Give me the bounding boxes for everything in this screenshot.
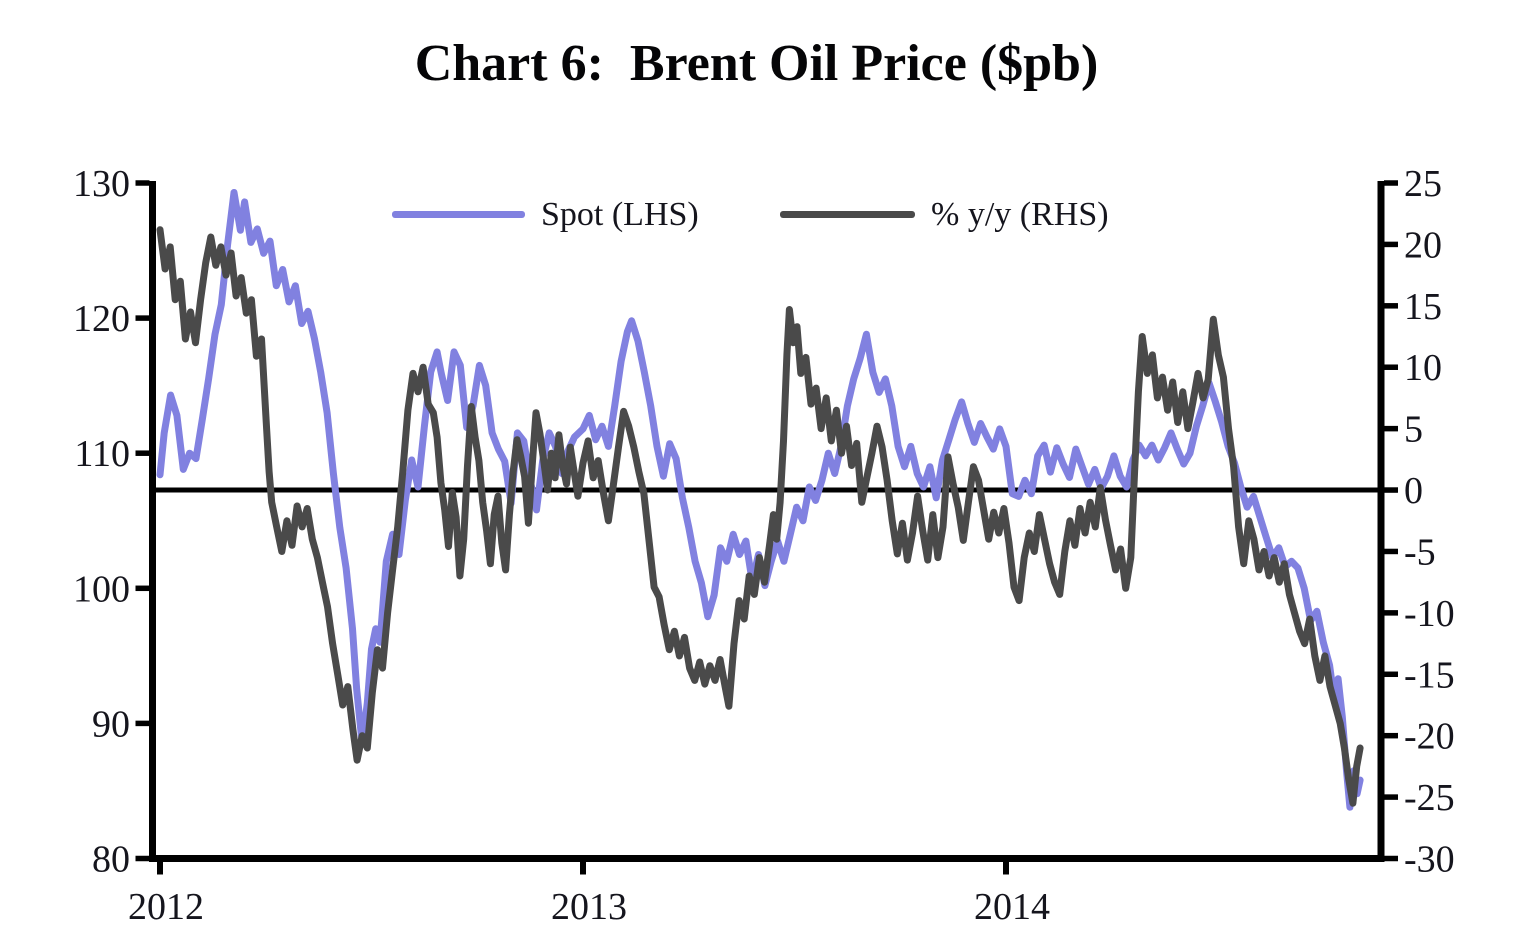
right-axis-tick-label: 0 xyxy=(1404,470,1423,512)
left-axis-tick-label: 110 xyxy=(74,433,130,475)
spot-series-line xyxy=(156,189,1364,811)
right-axis-tick-label: -5 xyxy=(1404,531,1436,573)
chart-title: Chart 6: Brent Oil Price ($pb) xyxy=(414,35,1099,92)
left-axis-tick-label: 100 xyxy=(73,568,130,610)
left-axis-tick-label: 90 xyxy=(92,703,130,745)
x-axis-year-label: 2012 xyxy=(128,886,204,928)
right-axis-tick-label: 15 xyxy=(1404,286,1442,328)
left-axis-tick-label: 130 xyxy=(73,163,130,205)
right-axis-tick-label: -25 xyxy=(1404,777,1455,819)
right-axis-tick-label: -20 xyxy=(1404,716,1455,758)
yoy-series-line xyxy=(156,226,1364,807)
right-axis-tick-label: -15 xyxy=(1404,654,1455,696)
legend-yoy-label: % y/y (RHS) xyxy=(931,196,1109,233)
x-axis-year-label: 2014 xyxy=(974,886,1050,928)
right-axis-tick-label: -30 xyxy=(1404,839,1455,881)
right-axis-tick-label: 10 xyxy=(1404,347,1442,389)
left-axis-tick-label: 80 xyxy=(92,839,130,881)
x-axis-year-label: 2013 xyxy=(551,886,627,928)
right-axis-tick-label: 5 xyxy=(1404,409,1423,451)
right-axis-tick-label: -10 xyxy=(1404,593,1455,635)
legend-spot-label: Spot (LHS) xyxy=(541,196,699,233)
right-axis-tick-label: 25 xyxy=(1404,163,1442,205)
left-axis-tick-label: 120 xyxy=(73,298,130,340)
right-axis-tick-label: 20 xyxy=(1404,224,1442,266)
legend-yoy-line-swatch xyxy=(780,211,915,218)
legend-spot-line-swatch xyxy=(392,211,525,218)
